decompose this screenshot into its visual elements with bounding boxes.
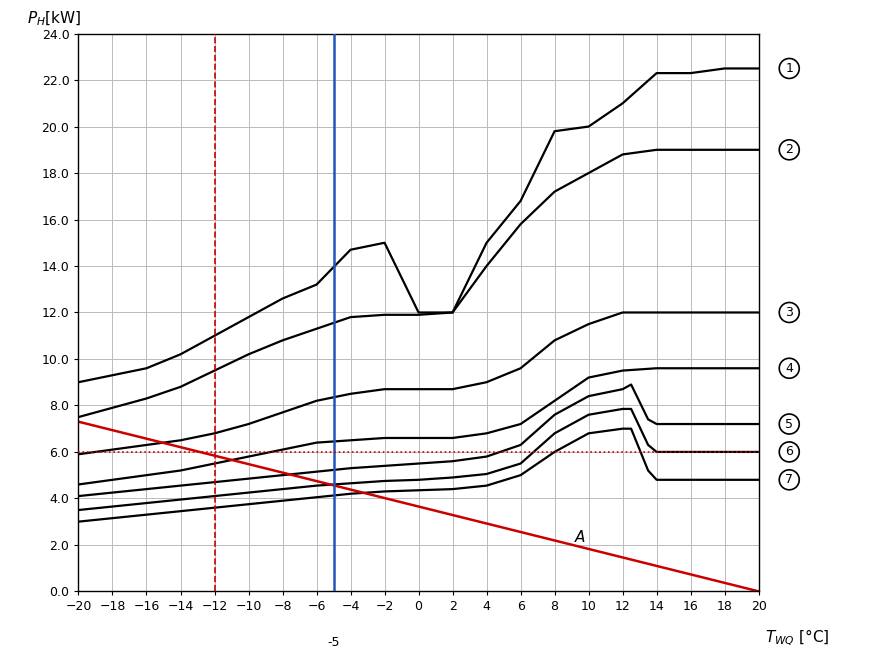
Text: $T_{WQ}$ [°C]: $T_{WQ}$ [°C] (766, 628, 830, 648)
Text: 6: 6 (786, 446, 794, 458)
Text: 4: 4 (786, 362, 794, 375)
Text: 3: 3 (786, 306, 794, 319)
Text: -5: -5 (327, 636, 340, 648)
Text: A: A (575, 530, 585, 546)
Text: 2: 2 (786, 143, 794, 157)
Text: $P_H$[kW]: $P_H$[kW] (27, 9, 82, 28)
Text: 1: 1 (786, 62, 794, 75)
Text: 5: 5 (786, 417, 794, 431)
Text: 7: 7 (786, 473, 794, 487)
